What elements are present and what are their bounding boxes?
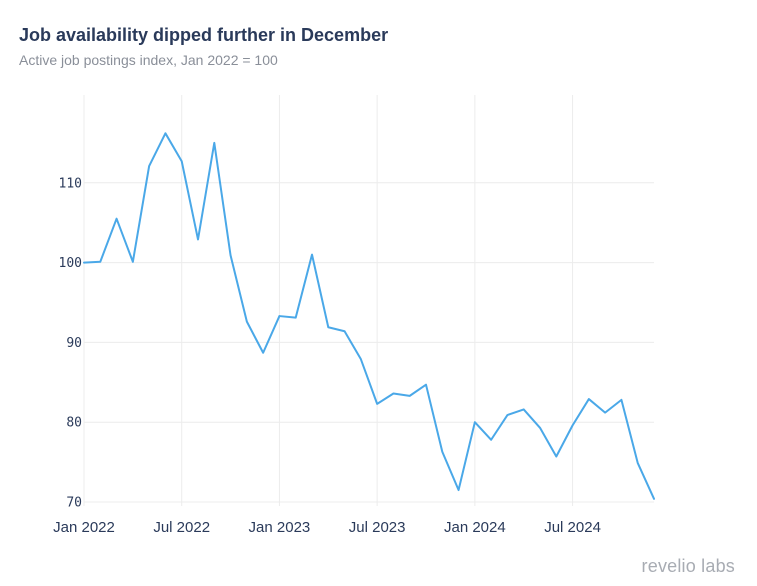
y-tick-label: 100 [59,256,82,271]
brand-logo: revelio labs [641,556,735,576]
chart-subtitle: Active job postings index, Jan 2022 = 10… [19,52,278,68]
y-tick-label: 90 [66,336,82,351]
series-line [83,132,655,500]
chart-title: Job availability dipped further in Decem… [19,25,389,45]
axis-ticks: 70 80 90 100 110 Jan 2022 Jul 2022 Jan 2023 Jul … [53,176,601,536]
gridlines [83,95,654,506]
x-tick-label: Jan 2023 [249,519,311,536]
y-tick-label: 70 [66,496,82,511]
x-tick-label: Jan 2024 [444,519,506,536]
x-tick-label: Jul 2024 [544,519,601,536]
y-tick-label: 80 [66,416,82,431]
y-tick-label: 110 [59,176,82,191]
x-tick-label: Jul 2023 [349,519,406,536]
series-layer [83,132,655,500]
x-tick-label: Jul 2022 [153,519,210,536]
x-tick-label: Jan 2022 [53,519,115,536]
